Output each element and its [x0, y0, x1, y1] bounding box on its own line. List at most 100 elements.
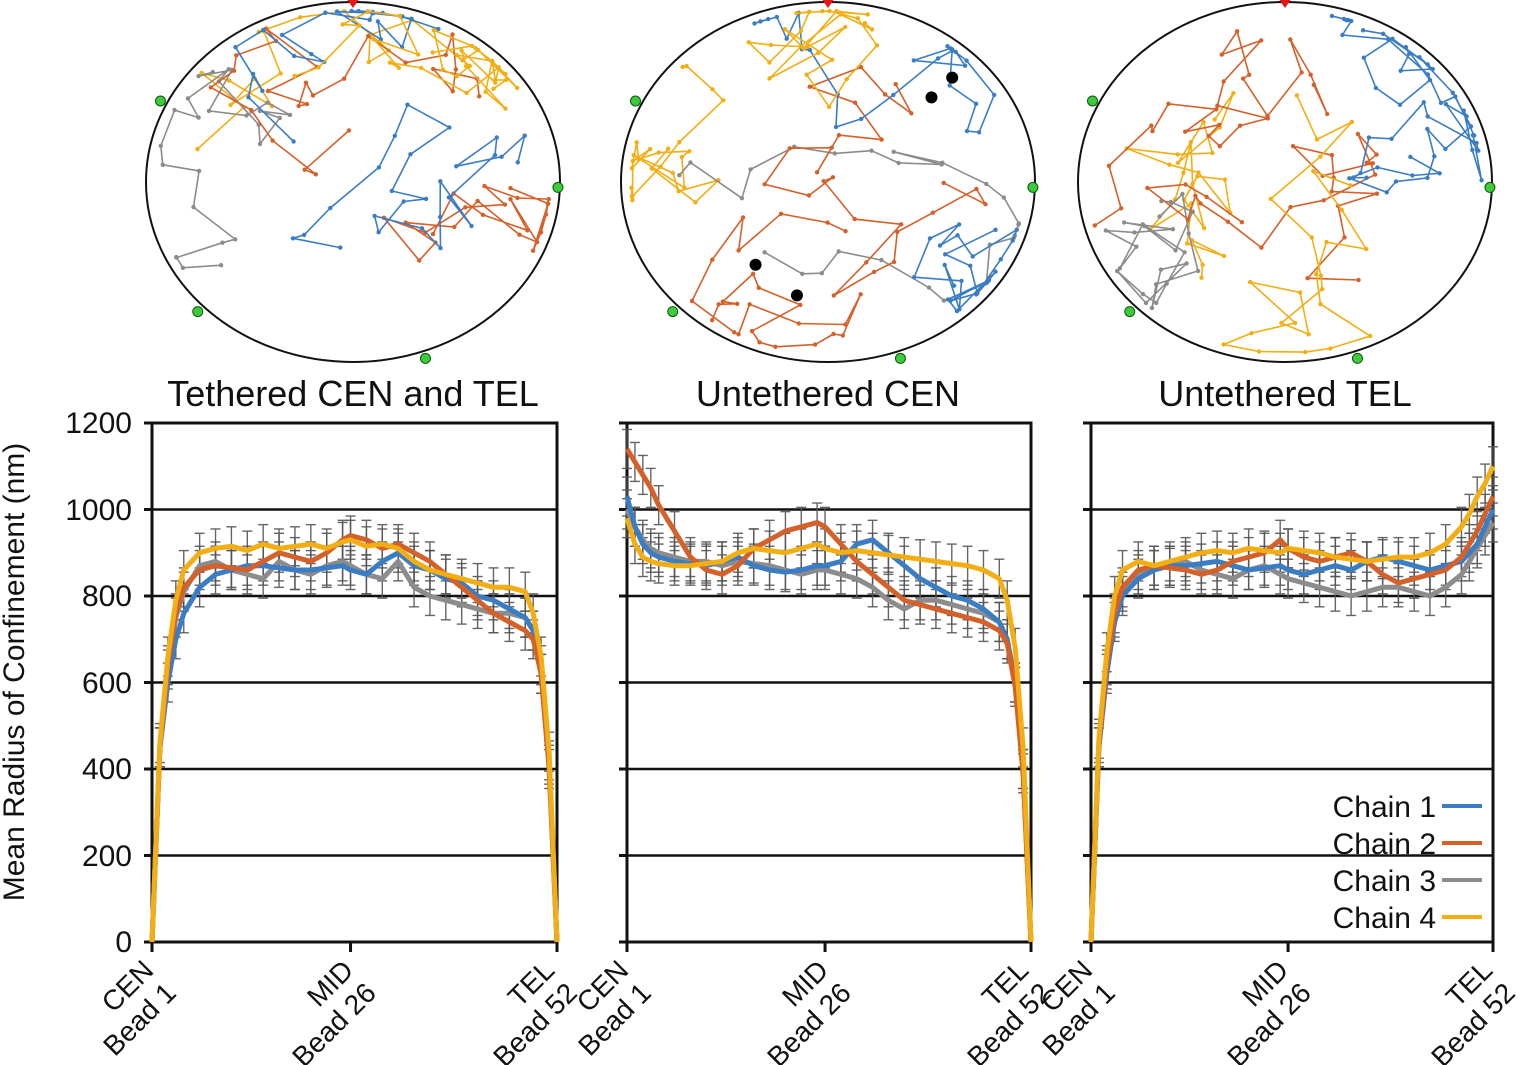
- bead: [1364, 160, 1369, 165]
- bead: [1190, 209, 1195, 214]
- bead: [750, 271, 756, 276]
- bead: [735, 301, 740, 306]
- bead: [1470, 133, 1476, 138]
- bead: [831, 293, 836, 298]
- bead: [538, 230, 544, 235]
- chain-trace: [630, 65, 725, 204]
- bead: [1397, 102, 1403, 108]
- bead: [1355, 131, 1361, 137]
- chain-trace: [754, 9, 996, 134]
- bead: [1308, 72, 1313, 77]
- bead: [1329, 189, 1335, 194]
- chain-trace: [913, 223, 1019, 313]
- bead: [893, 82, 898, 87]
- bead: [1390, 36, 1395, 41]
- bead: [882, 92, 888, 97]
- bead: [438, 245, 443, 251]
- bead: [807, 9, 812, 14]
- bead: [1225, 219, 1231, 224]
- tether-point: [419, 352, 431, 364]
- bead: [1231, 91, 1236, 96]
- bead: [1140, 222, 1146, 227]
- bead: [833, 124, 839, 130]
- panel-title-untethered-tel: Untethered TEL: [1158, 373, 1412, 414]
- bead: [869, 148, 874, 153]
- bead: [829, 57, 835, 62]
- bead: [199, 70, 204, 76]
- bead: [1309, 235, 1315, 240]
- tether-point: [192, 306, 204, 318]
- bead: [1168, 199, 1173, 205]
- series-line-chain-1: [149, 550, 560, 943]
- bead: [1348, 183, 1353, 188]
- legend-label-chain-2: Chain 2: [1333, 828, 1436, 861]
- bead: [1328, 346, 1333, 351]
- bead: [636, 157, 641, 162]
- bead: [688, 160, 693, 165]
- bead: [1476, 148, 1481, 153]
- error-bars-3: [1093, 502, 1498, 768]
- bead: [1380, 31, 1386, 36]
- bead: [767, 76, 772, 81]
- bead: [1398, 68, 1403, 74]
- bead: [1318, 301, 1323, 307]
- bead: [1199, 275, 1204, 280]
- chain-trace: [690, 212, 862, 348]
- bead: [912, 275, 917, 280]
- bead: [1341, 16, 1347, 22]
- bead: [820, 8, 825, 14]
- bead: [762, 250, 767, 255]
- bead: [503, 71, 508, 77]
- bead: [1154, 300, 1159, 306]
- bead: [196, 115, 201, 120]
- bead: [836, 132, 842, 138]
- bead: [1268, 196, 1274, 202]
- bead: [634, 140, 639, 145]
- bead: [1132, 230, 1137, 235]
- bead: [431, 28, 436, 33]
- bead: [891, 149, 896, 154]
- bead: [469, 223, 474, 229]
- bead: [1432, 154, 1437, 159]
- bead: [752, 21, 757, 26]
- bead: [1221, 253, 1227, 259]
- bead: [492, 152, 498, 158]
- bead: [450, 32, 455, 37]
- bead: [658, 164, 663, 169]
- bead: [494, 135, 499, 140]
- bead: [1421, 100, 1427, 105]
- bead: [430, 231, 436, 237]
- bead: [804, 72, 809, 77]
- bead: [160, 162, 165, 167]
- bead: [440, 67, 446, 72]
- bead: [1198, 201, 1203, 206]
- bead: [464, 90, 469, 96]
- series-line-chain-3: [1088, 521, 1496, 943]
- bead: [758, 19, 763, 24]
- bead: [814, 170, 820, 175]
- bead: [805, 44, 810, 50]
- series-line-chain-1: [1088, 508, 1496, 943]
- bead: [826, 104, 832, 110]
- bead: [757, 340, 762, 345]
- bead: [974, 186, 979, 192]
- bead: [666, 146, 671, 151]
- bead: [1375, 165, 1380, 170]
- bead: [843, 229, 848, 234]
- bead: [926, 285, 932, 290]
- x-tick-labels-untethered-cen: CENBead 1 MIDBead 26 TELBead 52: [571, 954, 1057, 1065]
- bead: [270, 138, 275, 143]
- bead: [1339, 207, 1345, 213]
- bead: [1170, 227, 1176, 232]
- bead: [677, 173, 682, 178]
- bead: [1239, 220, 1245, 225]
- bead: [732, 330, 737, 335]
- bead: [257, 141, 263, 147]
- bead: [1410, 173, 1415, 178]
- bead: [338, 245, 343, 250]
- series-line-chain-1: [624, 495, 1034, 943]
- bead: [945, 297, 951, 302]
- bead: [768, 42, 774, 48]
- bead: [985, 279, 990, 285]
- nucleus-outline: [1077, 1, 1493, 363]
